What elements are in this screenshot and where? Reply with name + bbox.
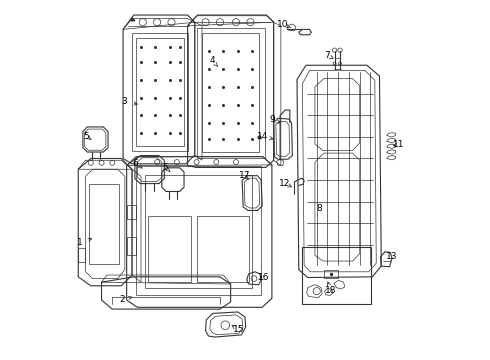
- Bar: [302, 247, 370, 304]
- Polygon shape: [131, 18, 135, 21]
- Text: 15: 15: [233, 325, 245, 334]
- Text: 2: 2: [120, 294, 125, 303]
- Text: 3: 3: [121, 97, 126, 106]
- Text: 4: 4: [210, 57, 216, 66]
- Text: 6: 6: [133, 159, 139, 168]
- Text: 11: 11: [393, 140, 405, 149]
- Text: 18: 18: [325, 286, 337, 295]
- Text: 8: 8: [317, 204, 322, 213]
- Text: 14: 14: [257, 132, 268, 141]
- Text: 5: 5: [84, 132, 89, 141]
- Text: 16: 16: [258, 273, 270, 282]
- Text: 10: 10: [277, 20, 289, 29]
- Text: 13: 13: [386, 252, 397, 261]
- Text: 12: 12: [279, 179, 290, 188]
- Text: 1: 1: [77, 238, 83, 247]
- Text: 5: 5: [163, 163, 168, 172]
- Text: 9: 9: [269, 114, 275, 123]
- Text: 7: 7: [324, 51, 330, 60]
- Text: 17: 17: [239, 171, 250, 180]
